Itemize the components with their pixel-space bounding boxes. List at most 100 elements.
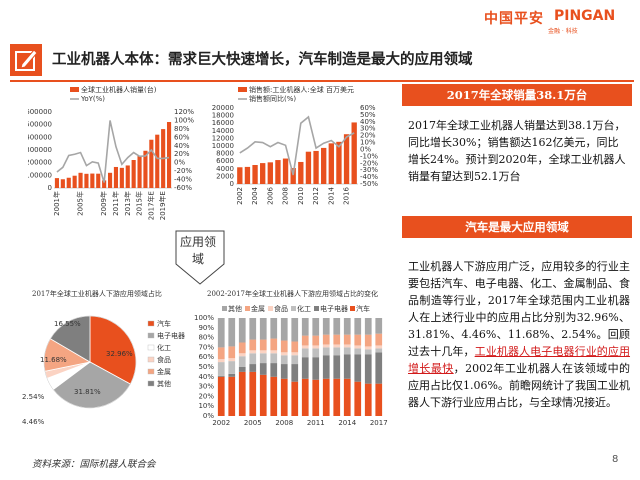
stack-segment-电子电器: [333, 355, 341, 379]
stack-segment-食品: [291, 352, 299, 356]
stack-segment-其他: [333, 318, 341, 335]
stack-segment-食品: [217, 359, 225, 363]
stack-segment-食品: [322, 344, 330, 348]
x-tick-label: 2010: [297, 187, 305, 205]
stack-segment-食品: [312, 345, 320, 349]
stack-segment-金属: [364, 334, 372, 347]
y2-tick-label: 0%: [174, 159, 185, 167]
stack-segment-化工: [312, 348, 320, 358]
y2-tick-label: 20%: [174, 150, 190, 158]
stack-segment-电子电器: [291, 364, 299, 382]
stack-segment-其他: [375, 318, 383, 334]
bar: [96, 173, 101, 188]
bar: [275, 160, 281, 184]
title-divider: [10, 80, 634, 82]
bar: [102, 180, 107, 188]
y-tick-label: 600000: [28, 108, 52, 116]
stack-segment-化工: [343, 347, 351, 355]
stack-segment-金属: [291, 341, 299, 353]
bar: [143, 150, 148, 188]
y2-tick-label: 50%: [360, 111, 376, 119]
x-tick-label: 2001年: [52, 191, 61, 216]
y-tick-label: 40%: [198, 373, 214, 381]
stack-segment-电子电器: [270, 363, 278, 377]
yoy-line: [56, 120, 170, 183]
stack-legend-label: 电子电器: [320, 304, 348, 313]
stack-segment-汽车: [354, 381, 362, 416]
stack-segment-金属: [280, 340, 288, 353]
stack-legend-swatch: [314, 306, 319, 311]
bar: [84, 173, 89, 188]
y-tick-label: 400000: [28, 133, 52, 141]
stack-segment-金属: [375, 333, 383, 346]
bar: [149, 139, 154, 188]
stack-segment-食品: [343, 344, 351, 348]
y2-tick-label: 20%: [360, 132, 376, 140]
y2-tick-label: 100%: [174, 116, 194, 124]
stack-segment-食品: [270, 350, 278, 354]
stack-segment-汽车: [238, 371, 246, 416]
stack-legend-swatch: [222, 306, 227, 311]
y-tick-label: 50%: [198, 363, 214, 371]
source-note: 资料来源：国际机器人联合会: [32, 459, 156, 470]
stack-segment-电子电器: [375, 352, 383, 384]
y-tick-label: 16000: [212, 119, 234, 127]
stack-segment-食品: [333, 344, 341, 348]
x-tick-label: 2002: [212, 419, 230, 427]
stack-segment-电子电器: [238, 367, 246, 372]
stack-segment-化工: [301, 348, 309, 358]
x-tick-label: 2011: [307, 419, 325, 427]
stack-segment-电子电器: [228, 373, 236, 377]
y-tick-label: 4000: [216, 165, 234, 173]
stack-segment-电子电器: [280, 364, 288, 379]
stack-segment-电子电器: [217, 375, 225, 377]
pie-legend-swatch: [147, 332, 155, 339]
stack-segment-食品: [238, 353, 246, 357]
stack-legend-swatch: [245, 306, 250, 311]
y-tick-label: 14000: [212, 127, 234, 135]
bar: [313, 150, 319, 184]
bar: [336, 141, 342, 184]
stack-segment-食品: [249, 350, 257, 354]
bar: [125, 165, 130, 188]
stack-segment-电子电器: [322, 355, 330, 379]
pie-value-label: 31.81%: [74, 388, 101, 396]
x-tick-label: 2014: [327, 186, 335, 204]
stack-segment-化工: [259, 353, 267, 364]
y-tick-label: 0: [230, 180, 234, 188]
y2-tick-label: 80%: [174, 125, 190, 133]
bar: [305, 151, 312, 184]
arrow-label: 应用领域: [179, 235, 216, 266]
pie-legend-label: 食品: [157, 355, 171, 364]
stack-segment-电子电器: [301, 357, 309, 379]
stack-segment-其他: [249, 318, 257, 340]
pie-chart-title: 2017年全球工业机器人下游应用领域占比: [32, 290, 162, 298]
stack-segment-汽车: [364, 383, 372, 416]
stack-legend-swatch: [350, 306, 355, 311]
stack-segment-化工: [217, 362, 225, 376]
pie-legend-swatch: [147, 380, 155, 387]
stack-segment-其他: [270, 318, 278, 339]
y-tick-label: 20%: [198, 392, 214, 400]
stack-segment-其他: [322, 318, 330, 335]
stack-segment-食品: [280, 352, 288, 356]
stack-segment-其他: [301, 318, 309, 336]
y2-tick-label: 40%: [174, 142, 190, 150]
legend-bar-swatch: [238, 87, 247, 92]
bar: [290, 168, 296, 184]
y-tick-label: 200000: [28, 159, 52, 167]
stack-segment-其他: [364, 318, 372, 335]
y2-tick-label: 60%: [174, 133, 190, 141]
y2-tick-label: 60%: [360, 104, 376, 112]
bar: [72, 175, 77, 188]
stack-segment-电子电器: [259, 363, 267, 375]
x-tick-label: 2008: [282, 187, 290, 205]
x-tick-label: 2017: [370, 419, 388, 427]
x-tick-label: 2016: [343, 186, 351, 204]
stack-segment-食品: [301, 345, 309, 349]
stack-legend-swatch: [268, 306, 273, 311]
stack-segment-汽车: [270, 376, 278, 416]
application-text-part1: 工业机器人下游应用广泛，应用较多的行业主要包括汽车、电子电器、化工、金属制品、食…: [408, 260, 630, 358]
stack-segment-汽车: [291, 381, 299, 416]
stack-segment-其他: [291, 318, 299, 342]
